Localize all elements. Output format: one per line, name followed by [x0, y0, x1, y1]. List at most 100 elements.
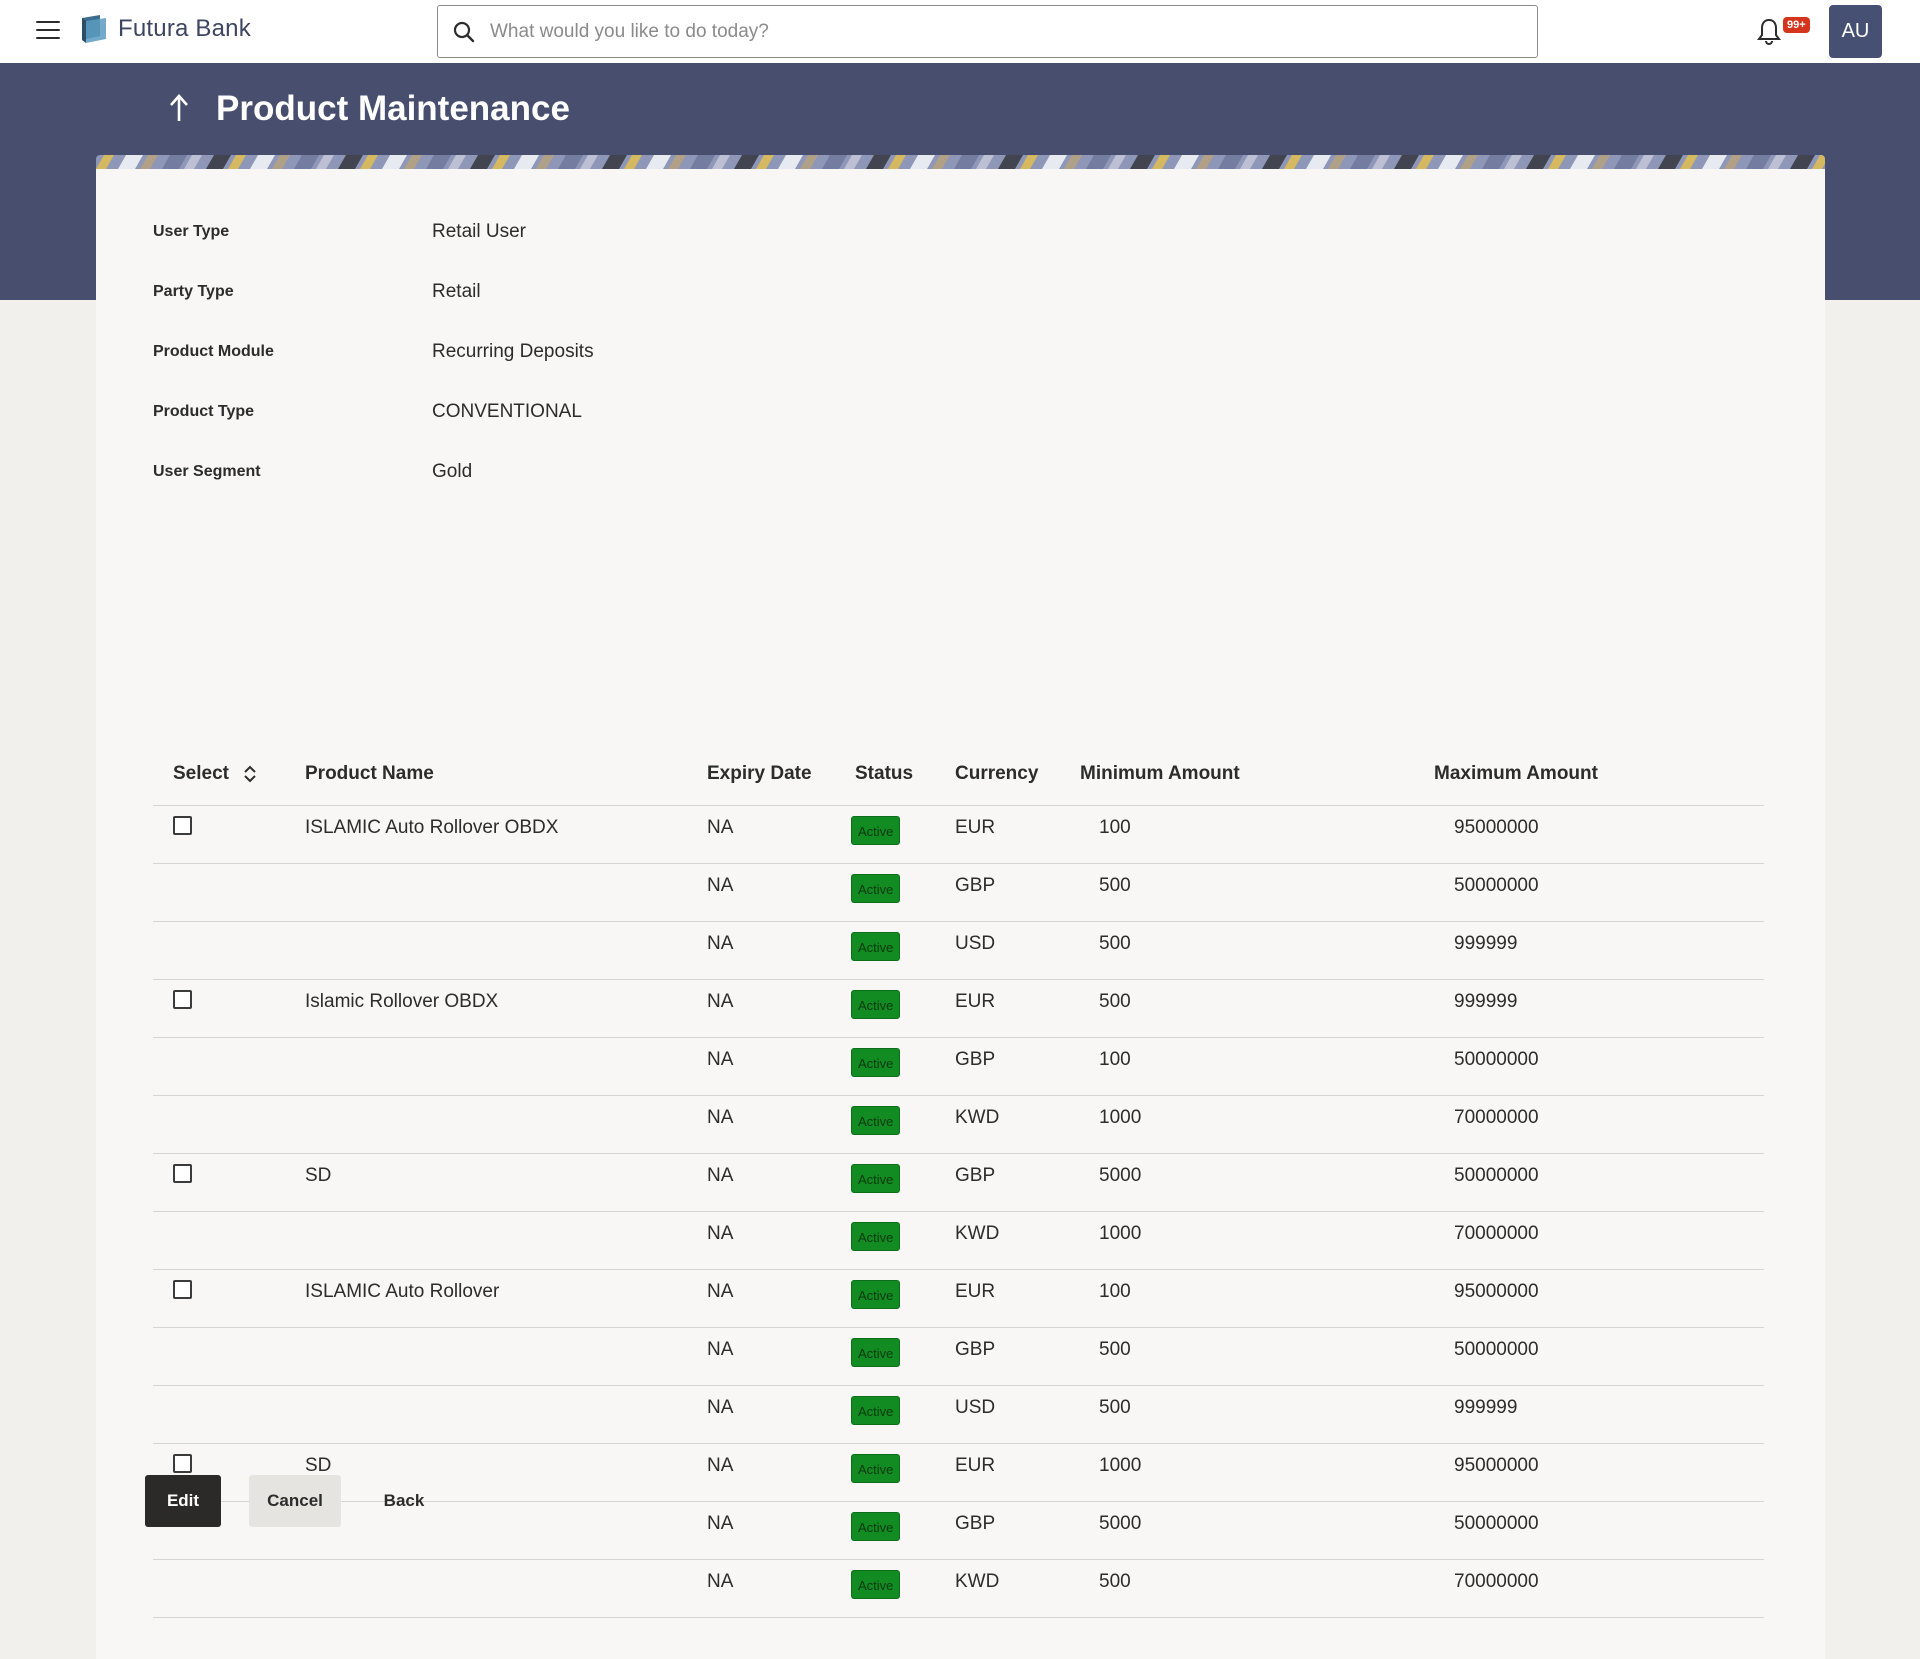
bell-icon[interactable]: [1755, 16, 1783, 46]
page-title: Product Maintenance: [216, 89, 570, 128]
cancel-button[interactable]: Cancel: [249, 1475, 341, 1527]
arrow-up-icon[interactable]: [168, 93, 190, 123]
minimum-amount-cell: 500: [1099, 933, 1131, 954]
currency-cell: GBP: [955, 1513, 996, 1534]
table-row: NA GBP 500 50000000 Active: [153, 1328, 1764, 1386]
currency-cell: EUR: [955, 1455, 996, 1476]
minimum-amount-cell: 5000: [1099, 1165, 1142, 1186]
table-row: NA GBP 100 50000000 Active: [153, 1038, 1764, 1096]
detail-value: CONVENTIONAL: [432, 401, 582, 422]
detail-value: Recurring Deposits: [432, 341, 594, 362]
currency-cell: KWD: [955, 1223, 1000, 1244]
column-header-maximum-amount: Maximum Amount: [1434, 763, 1598, 784]
column-header-expiry-date: Expiry Date: [707, 763, 812, 784]
select-header-label: Select: [173, 763, 229, 784]
maximum-amount-cell: 95000000: [1454, 817, 1539, 838]
currency-cell: KWD: [955, 1571, 1000, 1592]
table-row: ISLAMIC Auto Rollover OBDX NA EUR 100 950000…: [153, 806, 1764, 864]
row-select-checkbox[interactable]: [173, 1164, 192, 1183]
maximum-amount-cell: 95000000: [1454, 1281, 1539, 1302]
currency-cell: GBP: [955, 1165, 996, 1186]
product-details-card: User Type Retail User Party Type Retail Prod…: [96, 169, 1825, 1659]
maximum-amount-cell: 95000000: [1454, 1455, 1539, 1476]
row-select-checkbox[interactable]: [173, 816, 192, 835]
minimum-amount-cell: 5000: [1099, 1513, 1142, 1534]
futura-bank-logo-icon: [82, 15, 106, 43]
status-badge: Active: [851, 874, 901, 903]
table-row: NA GBP 500 50000000 Active: [153, 864, 1764, 922]
detail-row: User Segment Gold: [153, 461, 472, 483]
status-badge: Active: [851, 1454, 901, 1483]
hamburger-menu-icon[interactable]: [36, 21, 60, 41]
table-row: NA USD 500 999999 Active: [153, 1386, 1764, 1444]
maximum-amount-cell: 50000000: [1454, 1339, 1539, 1360]
product-name-cell: SD: [305, 1455, 332, 1476]
expiry-date-cell: NA: [707, 991, 734, 1012]
currency-cell: GBP: [955, 1049, 996, 1070]
product-name-cell: Islamic Rollover OBDX: [305, 991, 499, 1012]
expiry-date-cell: NA: [707, 1397, 734, 1418]
expiry-date-cell: NA: [707, 1339, 734, 1360]
status-badge: Active: [851, 932, 901, 961]
minimum-amount-cell: 500: [1099, 1339, 1131, 1360]
column-header-status: Status: [855, 763, 914, 784]
expiry-date-cell: NA: [707, 1455, 734, 1476]
status-badge: Active: [851, 1164, 901, 1193]
expiry-date-cell: NA: [707, 1281, 734, 1302]
currency-cell: EUR: [955, 817, 996, 838]
avatar[interactable]: AU: [1829, 5, 1882, 58]
status-badge: Active: [851, 1570, 901, 1599]
product-name-cell: SD: [305, 1165, 332, 1186]
status-badge: Active: [851, 1106, 901, 1135]
expiry-date-cell: NA: [707, 1223, 734, 1244]
search-input[interactable]: [490, 20, 1490, 43]
column-header-currency: Currency: [955, 763, 1039, 784]
minimum-amount-cell: 1000: [1099, 1107, 1142, 1128]
minimum-amount-cell: 500: [1099, 1397, 1131, 1418]
maximum-amount-cell: 999999: [1454, 1397, 1518, 1418]
edit-button[interactable]: Edit: [145, 1475, 221, 1527]
expiry-date-cell: NA: [707, 1165, 734, 1186]
table-row: Islamic Rollover OBDX NA EUR 500 999999 Activ…: [153, 980, 1764, 1038]
status-badge: Active: [851, 1512, 901, 1541]
table-row: NA KWD 1000 70000000 Active: [153, 1212, 1764, 1270]
currency-cell: EUR: [955, 991, 996, 1012]
currency-cell: USD: [955, 1397, 996, 1418]
detail-row: User Type Retail User: [153, 221, 526, 243]
currency-cell: EUR: [955, 1281, 996, 1302]
minimum-amount-cell: 500: [1099, 1571, 1131, 1592]
table-row: ISLAMIC Auto Rollover NA EUR 100 95000000 Act…: [153, 1270, 1764, 1328]
row-select-checkbox[interactable]: [173, 1454, 192, 1473]
expiry-date-cell: NA: [707, 1513, 734, 1534]
minimum-amount-cell: 100: [1099, 1281, 1131, 1302]
sort-icon[interactable]: [243, 764, 257, 784]
maximum-amount-cell: 50000000: [1454, 1513, 1539, 1534]
product-name-cell: ISLAMIC Auto Rollover: [305, 1281, 500, 1302]
search-bar[interactable]: [437, 5, 1538, 58]
notification-badge: 99+: [1783, 17, 1810, 33]
column-header-product-name: Product Name: [305, 763, 434, 784]
maximum-amount-cell: 50000000: [1454, 875, 1539, 896]
expiry-date-cell: NA: [707, 875, 734, 896]
brand[interactable]: Futura Bank: [80, 14, 251, 44]
table-row: NA GBP 5000 50000000 Active: [153, 1502, 1764, 1560]
detail-label: Party Type: [153, 283, 234, 300]
detail-label: User Type: [153, 223, 230, 240]
detail-value: Gold: [432, 461, 473, 482]
row-select-checkbox[interactable]: [173, 990, 192, 1009]
detail-value: Retail: [432, 281, 481, 302]
maximum-amount-cell: 50000000: [1454, 1165, 1539, 1186]
back-button[interactable]: Back: [364, 1475, 444, 1527]
minimum-amount-cell: 100: [1099, 1049, 1131, 1070]
row-select-checkbox[interactable]: [173, 1280, 192, 1299]
table-row: NA KWD 1000 70000000 Active: [153, 1096, 1764, 1154]
minimum-amount-cell: 500: [1099, 875, 1131, 896]
column-header-select[interactable]: Select: [173, 754, 257, 794]
maximum-amount-cell: 70000000: [1454, 1571, 1539, 1592]
status-badge: Active: [851, 990, 901, 1019]
status-badge: Active: [851, 1338, 901, 1367]
maximum-amount-cell: 70000000: [1454, 1223, 1539, 1244]
minimum-amount-cell: 1000: [1099, 1455, 1142, 1476]
search-icon: [453, 21, 475, 42]
expiry-date-cell: NA: [707, 1571, 734, 1592]
